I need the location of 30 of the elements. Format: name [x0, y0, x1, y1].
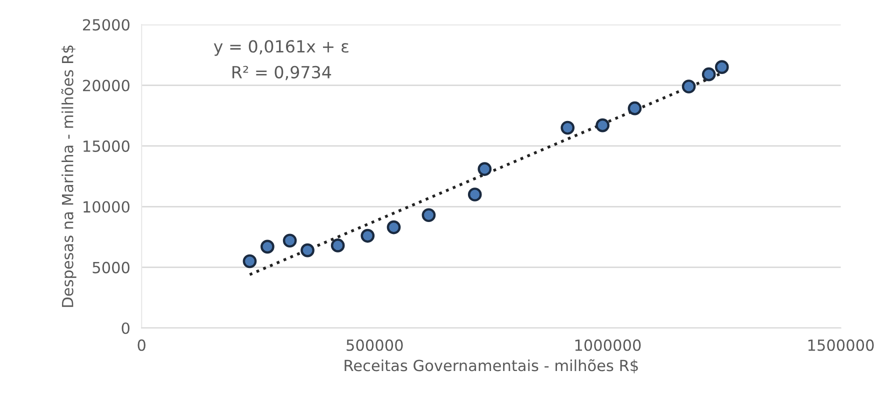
- point: [468, 188, 482, 202]
- point: [682, 80, 696, 94]
- point: [628, 101, 642, 116]
- annotation: y = 0,0161x + ε: [214, 40, 348, 56]
- point: [260, 240, 274, 254]
- point: [702, 67, 716, 82]
- point: [596, 118, 610, 132]
- point: [330, 238, 345, 252]
- point: [560, 120, 575, 135]
- x-tick-label: 500000: [346, 339, 403, 351]
- y-axis-title: Despesas na Marinha - milhões R$: [61, 45, 76, 307]
- y-tick-label: 25000: [83, 19, 130, 31]
- point: [242, 254, 257, 268]
- x-tick-label: 1000000: [575, 339, 641, 351]
- annotation: R² = 0,9734: [232, 66, 332, 80]
- point: [360, 228, 375, 243]
- y-tick-label: 10000: [84, 201, 130, 213]
- point: [422, 208, 436, 222]
- x-axis-title: Receitas Governamentais - milhões R$: [344, 359, 638, 374]
- point: [282, 234, 297, 248]
- point: [714, 60, 729, 74]
- y-tick-label: 20000: [83, 80, 130, 92]
- point: [478, 162, 492, 176]
- point: [300, 243, 314, 258]
- y-tick-label: 5000: [92, 262, 130, 274]
- y-tick-label: 15000: [84, 140, 130, 152]
- x-tick-label: 0: [138, 339, 146, 351]
- x-tick-label: 1500000: [808, 339, 874, 351]
- y-tick-label: 0: [122, 322, 130, 334]
- point: [386, 220, 401, 234]
